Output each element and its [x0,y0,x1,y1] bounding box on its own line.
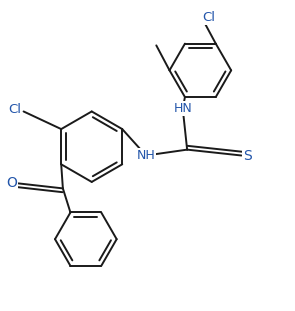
Text: HN: HN [173,102,192,115]
Text: Cl: Cl [8,104,21,117]
Text: S: S [243,148,252,163]
Text: Cl: Cl [203,11,216,24]
Text: NH: NH [137,149,155,162]
Text: O: O [6,176,17,190]
